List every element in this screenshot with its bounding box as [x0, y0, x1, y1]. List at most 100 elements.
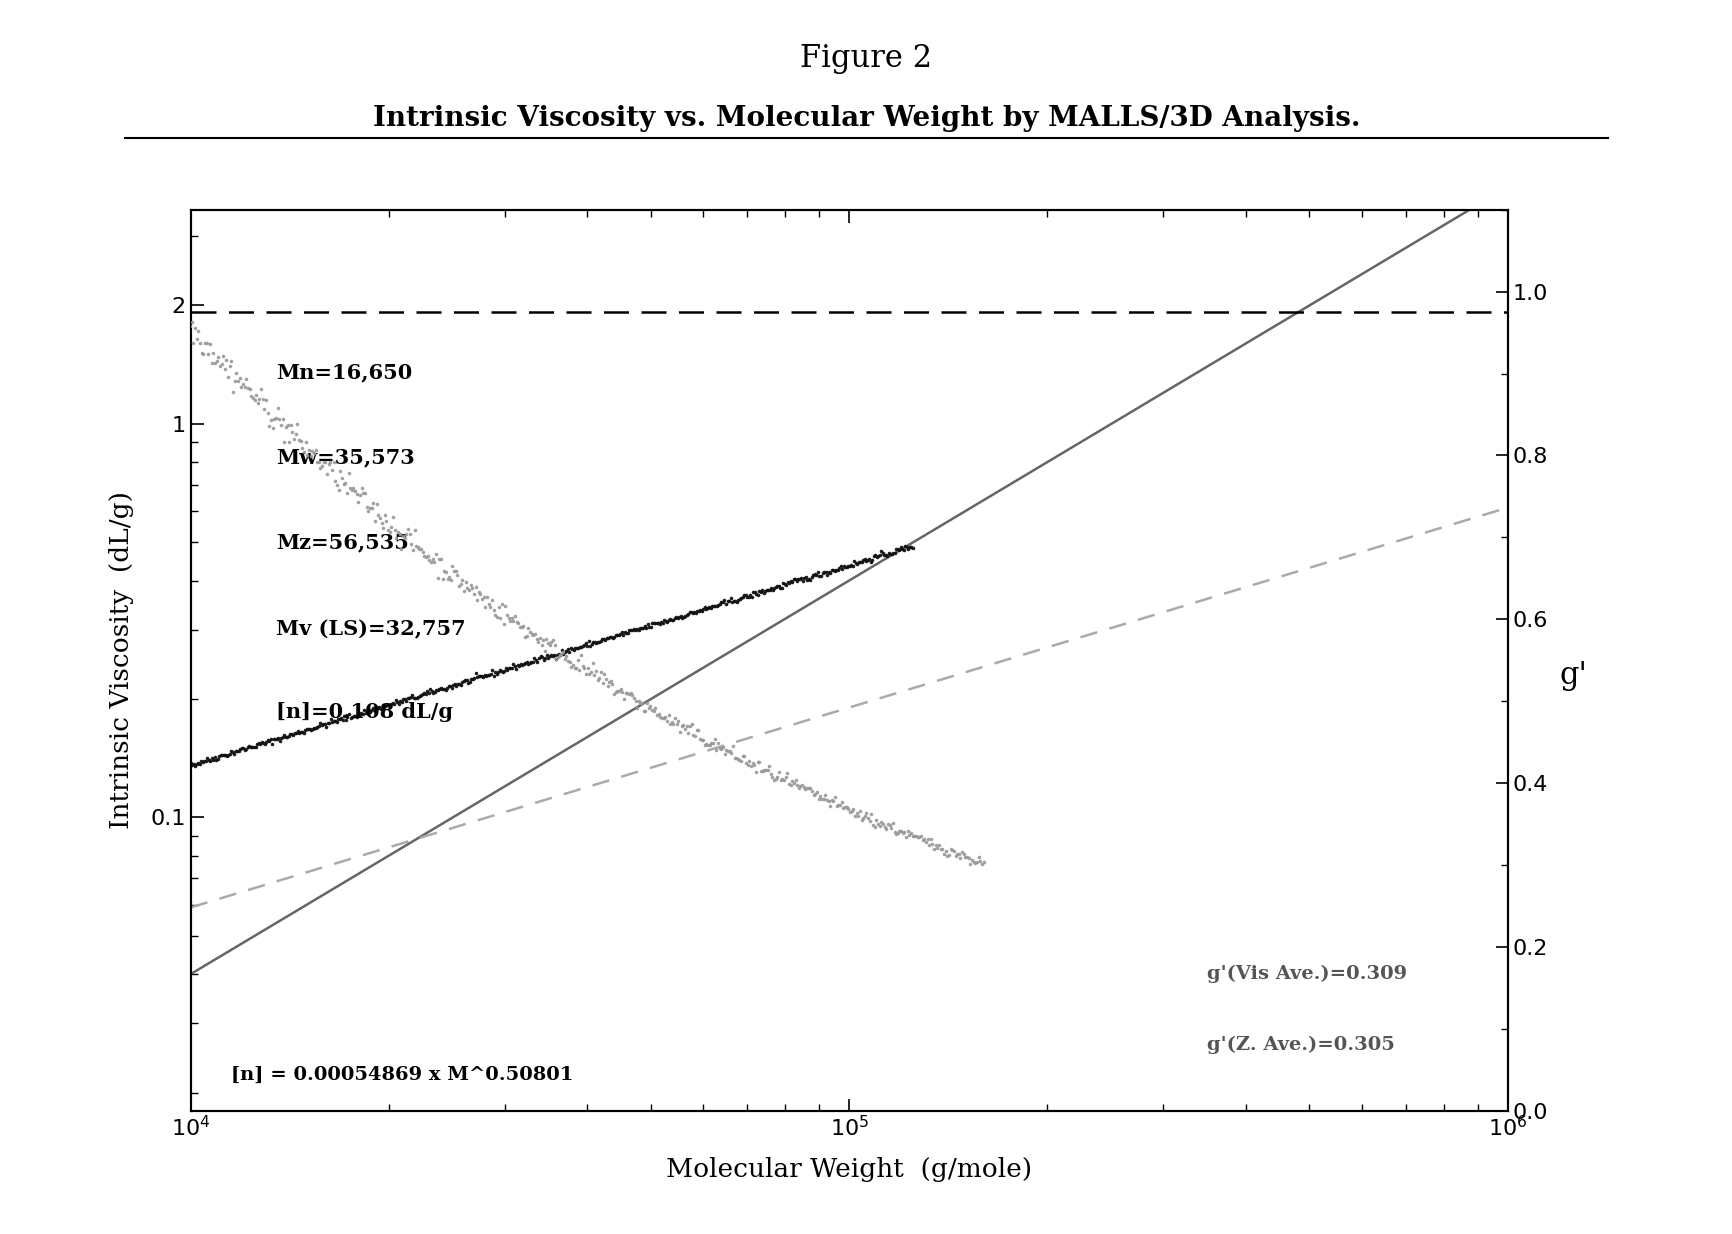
Point — [869, 544, 897, 564]
Point — [746, 761, 774, 781]
Point — [663, 712, 691, 732]
Point — [835, 800, 863, 819]
Point — [244, 392, 272, 412]
Point — [315, 713, 343, 733]
Point — [823, 796, 850, 816]
Point — [627, 692, 655, 712]
Point — [343, 484, 371, 503]
Point — [617, 684, 644, 703]
Point — [648, 612, 675, 632]
Point — [499, 611, 527, 631]
Point — [151, 761, 178, 781]
Point — [610, 624, 637, 644]
Point — [840, 552, 868, 571]
Point — [320, 453, 348, 473]
Point — [307, 458, 334, 478]
Point — [876, 544, 904, 564]
Point — [578, 653, 606, 673]
Point — [433, 677, 461, 697]
Point — [598, 627, 625, 647]
Text: Mn=16,650: Mn=16,650 — [277, 363, 412, 383]
Point — [492, 605, 520, 624]
Point — [199, 750, 227, 770]
Point — [622, 691, 650, 711]
Point — [497, 659, 525, 679]
Point — [435, 566, 462, 586]
Point — [766, 578, 793, 597]
Point — [159, 297, 187, 317]
Point — [856, 552, 883, 571]
Point — [478, 590, 506, 610]
Point — [873, 545, 901, 565]
Point — [547, 644, 575, 664]
Point — [859, 545, 887, 565]
Point — [814, 561, 842, 581]
Point — [294, 441, 322, 460]
Point — [234, 378, 262, 397]
Point — [897, 538, 925, 558]
Point — [274, 727, 301, 747]
Point — [421, 553, 449, 573]
Point — [578, 632, 606, 652]
Point — [303, 717, 331, 737]
Point — [961, 853, 989, 872]
Point — [625, 618, 653, 638]
Point — [359, 494, 386, 513]
Point — [464, 666, 492, 686]
Point — [783, 775, 811, 795]
X-axis label: Molecular Weight  (g/mole): Molecular Weight (g/mole) — [665, 1157, 1032, 1182]
Point — [168, 315, 196, 334]
Point — [606, 624, 634, 644]
Point — [416, 550, 443, 570]
Point — [705, 595, 733, 615]
Point — [665, 722, 693, 742]
Point — [232, 369, 260, 389]
Point — [648, 708, 675, 728]
Point — [606, 679, 634, 698]
Point — [372, 511, 400, 531]
Point — [152, 763, 180, 782]
Point — [589, 673, 617, 692]
Point — [632, 694, 660, 713]
Point — [721, 591, 748, 611]
Point — [391, 524, 419, 544]
Point — [166, 761, 194, 781]
Point — [873, 814, 901, 834]
Point — [573, 658, 601, 677]
Point — [805, 786, 833, 806]
Point — [700, 596, 727, 616]
Point — [743, 585, 771, 605]
Point — [793, 570, 821, 590]
Point — [177, 753, 204, 772]
Point — [741, 761, 769, 781]
Point — [327, 708, 355, 728]
Point — [764, 576, 792, 596]
Point — [509, 654, 537, 674]
Point — [779, 772, 807, 792]
Point — [679, 603, 707, 623]
Point — [561, 658, 589, 677]
Point — [355, 497, 383, 517]
Point — [937, 840, 965, 860]
Point — [625, 691, 653, 711]
Point — [393, 518, 421, 538]
Point — [185, 321, 213, 341]
Point — [553, 647, 580, 666]
Point — [178, 755, 206, 775]
Point — [490, 661, 518, 681]
Point — [281, 723, 308, 743]
Point — [421, 682, 449, 702]
Point — [714, 742, 741, 761]
Point — [653, 711, 681, 731]
Point — [563, 638, 591, 658]
Point — [313, 713, 341, 733]
Point — [939, 842, 966, 861]
Point — [369, 518, 397, 538]
Point — [286, 723, 313, 743]
Point — [798, 781, 826, 801]
Point — [414, 545, 442, 565]
Point — [488, 661, 516, 681]
Point — [880, 822, 908, 842]
Point — [527, 647, 554, 666]
Point — [185, 333, 213, 353]
